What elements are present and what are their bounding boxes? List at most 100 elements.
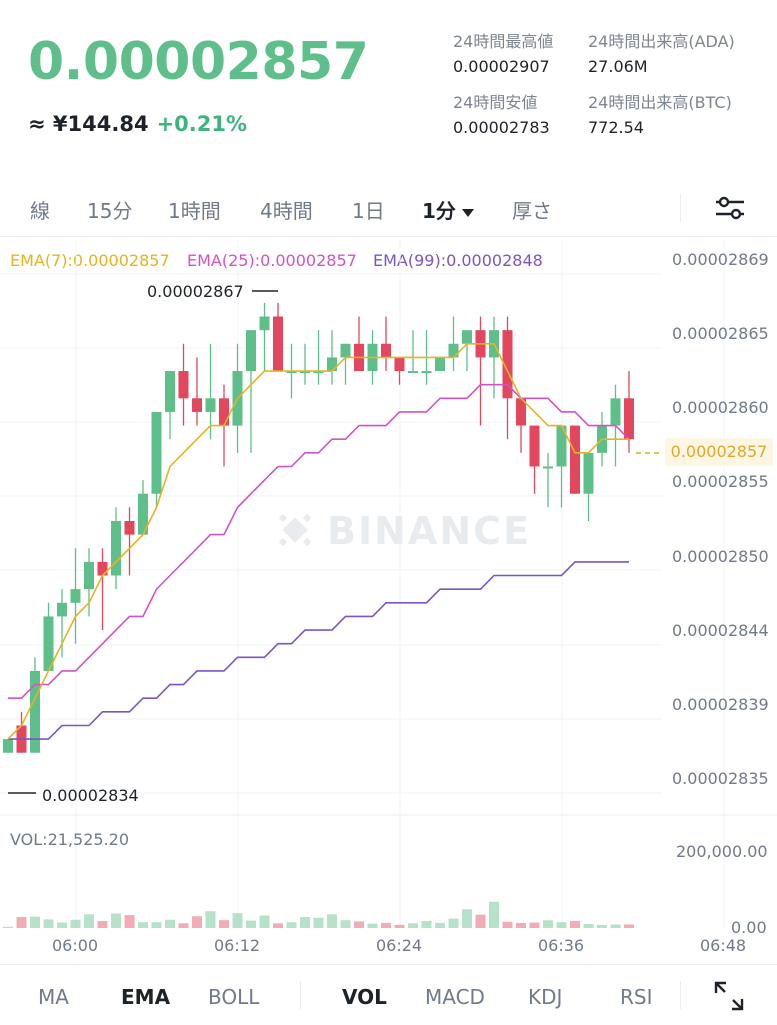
indicator-kdj[interactable]: KDJ — [528, 985, 563, 1009]
volume-bar — [246, 920, 256, 928]
stat-low-value: 0.00002783 — [453, 118, 550, 137]
indicator-ema[interactable]: EMA — [121, 985, 171, 1009]
candle-body — [313, 371, 324, 374]
tab-4h[interactable]: 4時間 — [260, 199, 313, 223]
candle-body — [300, 371, 310, 374]
candle-body — [259, 316, 270, 331]
candle-body — [246, 330, 256, 372]
min-price-label: 0.00002834 — [42, 786, 139, 805]
candle-body — [30, 670, 40, 753]
volume-bar — [354, 921, 364, 928]
volume-bars — [3, 901, 634, 928]
ema7-line — [7, 343, 629, 740]
volume-bar — [394, 924, 405, 928]
y-tick: 0.00002850 — [672, 547, 769, 566]
candle-body — [408, 371, 418, 374]
volume-bar — [597, 924, 607, 928]
price-chart[interactable]: BINANCE 0.00002867 0.00002834 — [0, 236, 777, 966]
candle-body — [327, 357, 337, 372]
candle-body — [624, 398, 634, 440]
candle-body — [165, 371, 175, 412]
candle-body — [3, 739, 13, 753]
volume-bar — [502, 921, 513, 928]
max-price-label: 0.00002867 — [147, 282, 244, 301]
candle-body — [151, 411, 162, 494]
interval-tabs: 線 15分 1時間 4時間 1日 1分 厚さ — [0, 180, 777, 237]
settings-sliders-icon[interactable] — [712, 190, 748, 226]
watermark-text: BINANCE — [327, 509, 531, 553]
tab-depth[interactable]: 厚さ — [512, 199, 552, 223]
candle-body — [273, 316, 283, 372]
indicator-macd[interactable]: MACD — [425, 985, 485, 1009]
tab-15m[interactable]: 15分 — [87, 199, 133, 223]
volume-bar — [205, 911, 216, 928]
tab-line[interactable]: 線 — [30, 199, 50, 223]
candle-body — [556, 425, 567, 467]
volume-bar — [300, 917, 310, 928]
volume-bar — [3, 926, 13, 928]
volume-bar — [165, 919, 175, 928]
volume-bar — [151, 922, 162, 928]
volume-bar — [84, 914, 94, 928]
volume-bar — [232, 913, 243, 928]
volume-bar — [327, 914, 337, 928]
y-tick: 0.00002839 — [672, 695, 769, 714]
candle-body — [570, 425, 580, 494]
stat-high-label: 24時間最高値 — [453, 32, 554, 51]
candle-body — [70, 589, 81, 603]
volume-bar — [435, 922, 445, 928]
volume-bar — [556, 922, 567, 928]
volume-bar — [192, 916, 202, 928]
volume-bar — [408, 923, 418, 928]
y-tick: 0.00002860 — [672, 398, 769, 417]
volume-bar — [70, 919, 81, 928]
price-sub: ≈ ¥144.84 +0.21% — [28, 112, 247, 136]
candle-body — [502, 330, 513, 399]
candle-body — [340, 343, 351, 358]
volume-bar — [448, 918, 459, 928]
tab-1h[interactable]: 1時間 — [168, 199, 221, 223]
volume-bar — [97, 920, 108, 928]
volume-y-tick: 200,000.00 — [676, 842, 768, 861]
volume-bar — [543, 920, 553, 928]
volume-bar — [570, 920, 580, 928]
fiat-price: ≈ ¥144.84 — [28, 112, 149, 136]
y-tick: 0.00002855 — [672, 472, 769, 491]
candle-body — [124, 521, 135, 535]
volume-bar — [489, 901, 499, 928]
indicator-ma[interactable]: MA — [38, 985, 69, 1009]
volume-bar — [340, 920, 351, 928]
volume-bar — [30, 916, 40, 928]
x-tick: 06:12 — [214, 936, 261, 955]
volume-bar — [583, 924, 594, 928]
candle-body — [381, 343, 391, 358]
legend-ema7: EMA(7):0.00002857 — [10, 251, 170, 270]
volume-bar — [16, 917, 27, 928]
volume-bar — [259, 915, 270, 928]
legend-ema99: EMA(99):0.00002848 — [373, 251, 543, 270]
expand-icon[interactable] — [712, 979, 746, 1013]
indicator-vol[interactable]: VOL — [342, 985, 387, 1009]
volume-bar — [57, 922, 67, 928]
candle-body — [516, 398, 526, 426]
candle-body — [448, 343, 459, 358]
tab-1m[interactable]: 1分 — [422, 195, 474, 224]
legend-ema25: EMA(25):0.00002857 — [187, 251, 357, 270]
candle-body — [435, 357, 445, 372]
volume-bar — [124, 915, 135, 928]
x-tick: 06:36 — [538, 936, 585, 955]
tab-1d[interactable]: 1日 — [352, 199, 385, 223]
ema25-line — [8, 383, 630, 699]
indicator-rsi[interactable]: RSI — [620, 985, 653, 1009]
candle-body — [421, 371, 432, 374]
candle-body — [610, 398, 621, 426]
volume-y-tick: 0.00 — [731, 918, 767, 937]
volume-bar — [462, 909, 472, 928]
stat-low-label: 24時間安値 — [453, 93, 538, 112]
stat-vol-btc-label: 24時間出来高(BTC) — [588, 93, 732, 112]
candle-body — [178, 371, 189, 399]
indicator-boll[interactable]: BOLL — [208, 985, 260, 1009]
x-tick: 06:00 — [52, 936, 99, 955]
current-price-tag: 0.00002857 — [665, 438, 773, 466]
x-tick: 06:48 — [700, 936, 747, 955]
